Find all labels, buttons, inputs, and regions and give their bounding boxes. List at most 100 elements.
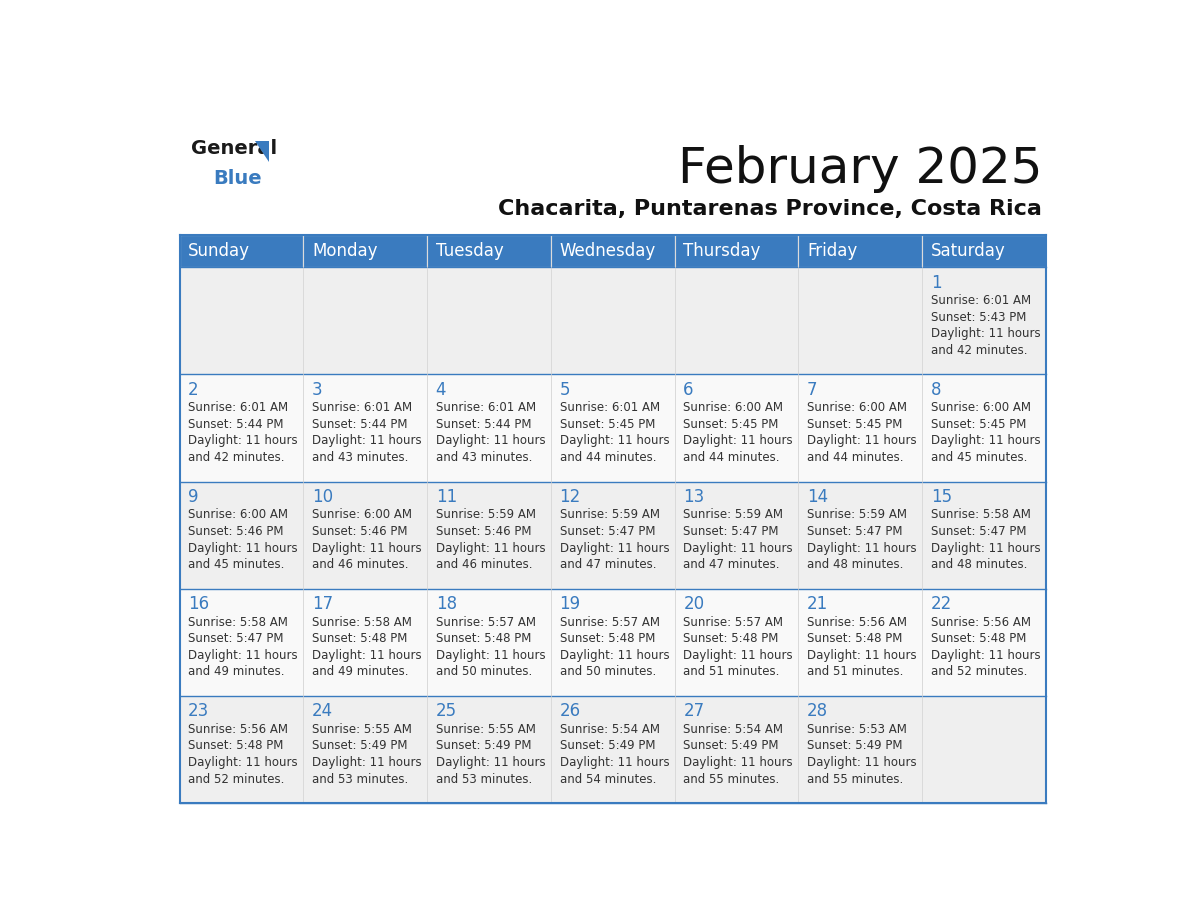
Bar	[798, 588, 922, 696]
Text: Sunrise: 5:55 AM: Sunrise: 5:55 AM	[312, 722, 412, 735]
Text: and 55 minutes.: and 55 minutes.	[807, 773, 903, 786]
Text: and 52 minutes.: and 52 minutes.	[188, 773, 285, 786]
Text: Sunset: 5:49 PM: Sunset: 5:49 PM	[436, 739, 531, 753]
Text: and 48 minutes.: and 48 minutes.	[931, 558, 1028, 571]
Text: 7: 7	[807, 381, 817, 398]
Text: Sunset: 5:46 PM: Sunset: 5:46 PM	[188, 525, 284, 538]
Text: Daylight: 11 hours: Daylight: 11 hours	[807, 649, 917, 662]
Bar	[922, 267, 1045, 375]
Text: Sunrise: 5:58 AM: Sunrise: 5:58 AM	[312, 616, 412, 629]
Text: Daylight: 11 hours: Daylight: 11 hours	[807, 434, 917, 447]
Text: Blue: Blue	[213, 169, 261, 187]
Text: Sunrise: 5:56 AM: Sunrise: 5:56 AM	[807, 616, 908, 629]
Bar	[426, 375, 551, 482]
Text: Daylight: 11 hours: Daylight: 11 hours	[436, 542, 545, 554]
Text: Sunset: 5:48 PM: Sunset: 5:48 PM	[683, 633, 778, 645]
Text: Tuesday: Tuesday	[436, 242, 504, 260]
Text: Sunset: 5:46 PM: Sunset: 5:46 PM	[312, 525, 407, 538]
Polygon shape	[254, 141, 268, 162]
Text: Daylight: 11 hours: Daylight: 11 hours	[312, 434, 422, 447]
Text: and 50 minutes.: and 50 minutes.	[436, 666, 532, 678]
Text: Sunrise: 5:59 AM: Sunrise: 5:59 AM	[436, 509, 536, 521]
Text: and 44 minutes.: and 44 minutes.	[807, 451, 904, 465]
Bar	[426, 267, 551, 375]
Text: 10: 10	[312, 488, 333, 506]
Text: and 49 minutes.: and 49 minutes.	[188, 666, 285, 678]
Text: Sunrise: 5:54 AM: Sunrise: 5:54 AM	[560, 722, 659, 735]
Bar	[551, 482, 675, 588]
Bar	[798, 375, 922, 482]
Text: Sunset: 5:49 PM: Sunset: 5:49 PM	[560, 739, 655, 753]
Text: and 55 minutes.: and 55 minutes.	[683, 773, 779, 786]
Text: Sunrise: 6:01 AM: Sunrise: 6:01 AM	[188, 401, 289, 414]
Bar	[179, 235, 303, 267]
Text: Sunset: 5:47 PM: Sunset: 5:47 PM	[188, 633, 284, 645]
Text: Sunrise: 6:01 AM: Sunrise: 6:01 AM	[931, 294, 1031, 307]
Text: 19: 19	[560, 595, 581, 613]
Text: and 42 minutes.: and 42 minutes.	[188, 451, 285, 465]
Text: 13: 13	[683, 488, 704, 506]
Bar	[303, 235, 426, 267]
Text: Sunrise: 6:00 AM: Sunrise: 6:00 AM	[312, 509, 412, 521]
Text: Sunrise: 5:58 AM: Sunrise: 5:58 AM	[931, 509, 1031, 521]
Text: Sunset: 5:48 PM: Sunset: 5:48 PM	[312, 633, 407, 645]
Bar	[179, 375, 303, 482]
Text: 26: 26	[560, 702, 581, 721]
Text: Daylight: 11 hours: Daylight: 11 hours	[560, 434, 669, 447]
Text: Sunrise: 5:59 AM: Sunrise: 5:59 AM	[683, 509, 783, 521]
Text: Sunset: 5:49 PM: Sunset: 5:49 PM	[683, 739, 779, 753]
Text: 6: 6	[683, 381, 694, 398]
Text: and 47 minutes.: and 47 minutes.	[683, 558, 779, 571]
Text: Daylight: 11 hours: Daylight: 11 hours	[683, 542, 792, 554]
Bar	[551, 588, 675, 696]
Text: 4: 4	[436, 381, 447, 398]
Text: Sunset: 5:46 PM: Sunset: 5:46 PM	[436, 525, 531, 538]
Text: and 53 minutes.: and 53 minutes.	[436, 773, 532, 786]
Text: Daylight: 11 hours: Daylight: 11 hours	[560, 542, 669, 554]
Text: Sunset: 5:48 PM: Sunset: 5:48 PM	[931, 633, 1026, 645]
Bar	[675, 235, 798, 267]
Bar	[798, 482, 922, 588]
Text: 8: 8	[931, 381, 941, 398]
Text: and 43 minutes.: and 43 minutes.	[312, 451, 409, 465]
Text: and 45 minutes.: and 45 minutes.	[931, 451, 1028, 465]
Bar	[303, 375, 426, 482]
Bar	[922, 696, 1045, 803]
Text: 24: 24	[312, 702, 333, 721]
Text: Monday: Monday	[312, 242, 378, 260]
Text: Sunrise: 6:00 AM: Sunrise: 6:00 AM	[683, 401, 783, 414]
Text: Daylight: 11 hours: Daylight: 11 hours	[807, 756, 917, 769]
Text: Sunset: 5:47 PM: Sunset: 5:47 PM	[683, 525, 779, 538]
Text: 15: 15	[931, 488, 952, 506]
Bar	[675, 375, 798, 482]
Text: and 54 minutes.: and 54 minutes.	[560, 773, 656, 786]
Bar	[798, 267, 922, 375]
Bar	[551, 235, 675, 267]
Bar	[426, 235, 551, 267]
Bar	[179, 267, 303, 375]
Text: Sunset: 5:48 PM: Sunset: 5:48 PM	[188, 739, 284, 753]
Text: and 51 minutes.: and 51 minutes.	[807, 666, 903, 678]
Text: Sunset: 5:44 PM: Sunset: 5:44 PM	[436, 418, 531, 431]
Text: Sunrise: 6:01 AM: Sunrise: 6:01 AM	[560, 401, 659, 414]
Text: Daylight: 11 hours: Daylight: 11 hours	[188, 649, 298, 662]
Text: 3: 3	[312, 381, 323, 398]
Text: Sunset: 5:48 PM: Sunset: 5:48 PM	[560, 633, 655, 645]
Text: 28: 28	[807, 702, 828, 721]
Bar	[798, 696, 922, 803]
Text: Sunrise: 6:01 AM: Sunrise: 6:01 AM	[312, 401, 412, 414]
Text: 27: 27	[683, 702, 704, 721]
Text: Sunset: 5:44 PM: Sunset: 5:44 PM	[312, 418, 407, 431]
Text: Friday: Friday	[807, 242, 858, 260]
Text: Sunrise: 5:57 AM: Sunrise: 5:57 AM	[436, 616, 536, 629]
Text: and 50 minutes.: and 50 minutes.	[560, 666, 656, 678]
Text: 11: 11	[436, 488, 457, 506]
Text: Sunrise: 5:53 AM: Sunrise: 5:53 AM	[807, 722, 906, 735]
Text: Sunrise: 5:54 AM: Sunrise: 5:54 AM	[683, 722, 783, 735]
Text: Daylight: 11 hours: Daylight: 11 hours	[807, 542, 917, 554]
Text: and 52 minutes.: and 52 minutes.	[931, 666, 1028, 678]
Text: Daylight: 11 hours: Daylight: 11 hours	[188, 542, 298, 554]
Text: Daylight: 11 hours: Daylight: 11 hours	[931, 649, 1041, 662]
Text: 9: 9	[188, 488, 198, 506]
Text: 16: 16	[188, 595, 209, 613]
